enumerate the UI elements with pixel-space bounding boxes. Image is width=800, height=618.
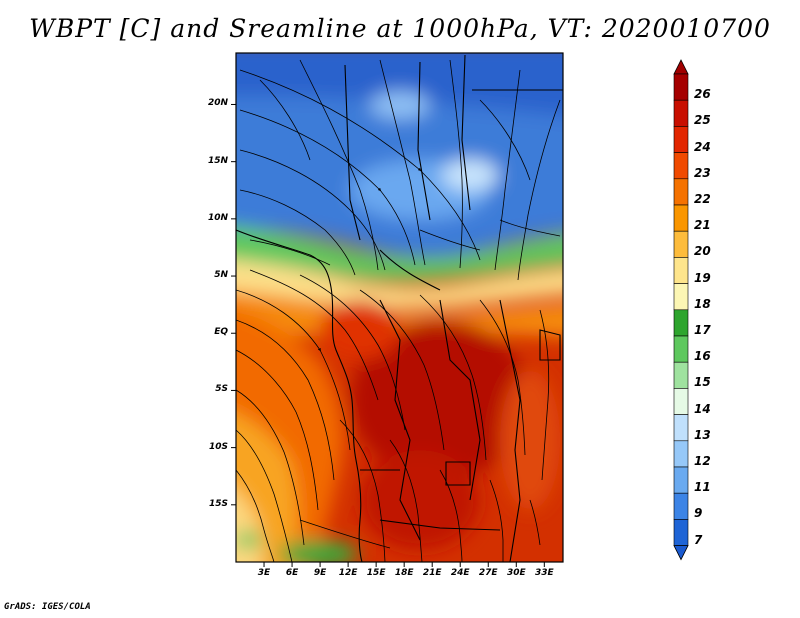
colorbar-label: 14 — [694, 401, 711, 416]
lat-tick-label: 10N — [207, 212, 228, 223]
colorbar-segment — [673, 99, 689, 127]
colorbar-segment — [673, 126, 689, 153]
colorbar-label: 18 — [694, 296, 711, 311]
colorbar-label: 22 — [694, 192, 711, 206]
lon-tick-label: 6E — [285, 568, 299, 578]
colorbar-segment — [673, 257, 689, 284]
lat-tick-label: 5N — [214, 270, 228, 281]
colorbar-segment — [673, 335, 689, 363]
colorbar-label: 7 — [694, 532, 703, 547]
colorbar-label: 9 — [694, 506, 703, 521]
colorbar-label: 26 — [694, 87, 711, 102]
colorbar-label: 20 — [694, 244, 711, 259]
colorbar-segment — [673, 414, 689, 442]
colorbar-segment — [673, 73, 689, 101]
colorbar-segment — [673, 440, 689, 468]
colorbar-segment — [673, 519, 689, 546]
colorbar — [673, 59, 689, 561]
colorbar-label: 25 — [694, 113, 711, 128]
map-boundaries — [236, 54, 563, 562]
colorbar-segment — [673, 388, 689, 415]
colorbar-segment — [673, 361, 689, 389]
lat-tick-label: EQ — [214, 327, 228, 338]
colorbar-label: 19 — [694, 270, 711, 285]
chart-title: WBPT [C] and Sreamline at 1000hPa, VT: 2… — [29, 14, 771, 43]
lon-tick-label: 3E — [257, 568, 271, 578]
lon-tick-label: 12E — [338, 568, 358, 578]
lat-tick-label: 15N — [207, 155, 228, 166]
colorbar-segment — [673, 204, 689, 232]
colorbar-label: 12 — [694, 454, 711, 468]
lon-tick-label: 9E — [313, 568, 327, 578]
colorbar-label: 24 — [694, 139, 711, 154]
colorbar-label: 11 — [694, 480, 711, 495]
lat-tick-label: 15S — [208, 498, 228, 509]
colorbar-segment — [673, 283, 689, 311]
grads-credit: GrADS: IGES/COLA — [4, 602, 91, 612]
lon-tick-label: 21E — [422, 568, 442, 578]
colorbar-segment — [673, 152, 689, 180]
colorbar-segment — [673, 178, 689, 206]
colorbar-label: 17 — [694, 323, 711, 337]
colorbar-segment — [673, 492, 689, 520]
colorbar-segment — [673, 309, 689, 337]
colorbar-segment — [673, 466, 689, 494]
colorbar-label: 23 — [694, 165, 711, 180]
lon-tick-label: 18E — [394, 568, 414, 578]
colorbar-bottom-arrow — [673, 545, 689, 561]
colorbar-segment — [673, 230, 689, 258]
lon-tick-label: 27E — [478, 568, 498, 578]
lon-tick-label: 15E — [366, 568, 386, 578]
colorbar-top-arrow — [673, 59, 689, 75]
colorbar-label: 15 — [694, 375, 711, 390]
lat-tick-label: 10S — [208, 441, 228, 452]
axis-ticks — [231, 103, 545, 567]
map-frame — [235, 52, 564, 563]
streamlines — [236, 59, 561, 562]
lon-tick-label: 30E — [506, 568, 526, 578]
lat-tick-label: 20N — [207, 98, 228, 109]
colorbar-label: 16 — [694, 349, 711, 364]
lon-tick-label: 24E — [450, 568, 470, 578]
lat-tick-label: 5S — [215, 384, 228, 395]
colorbar-label: 13 — [694, 427, 711, 442]
lon-tick-label: 33E — [534, 568, 554, 578]
colorbar-label: 21 — [694, 218, 711, 233]
